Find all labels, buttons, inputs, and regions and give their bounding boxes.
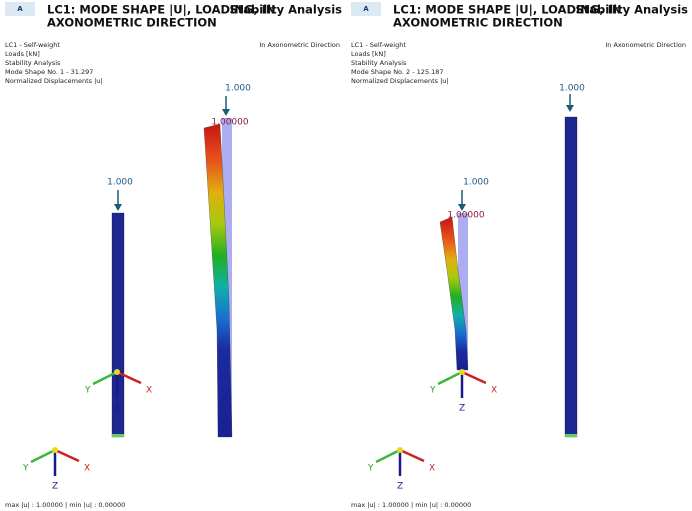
- axis-arrow: [400, 450, 424, 461]
- title: AXONOMETRIC DIRECTION: [393, 16, 563, 30]
- axis-label: Y: [429, 386, 436, 396]
- load-arrowhead: [222, 109, 230, 116]
- info-line: Mode Shape No. 2 - 125.187: [351, 68, 444, 76]
- title: AXONOMETRIC DIRECTION: [47, 16, 217, 30]
- load-label: 1.000: [559, 84, 585, 94]
- tab-label: A: [363, 5, 369, 13]
- axis-label: X: [429, 464, 435, 474]
- axis-arrow: [462, 372, 486, 383]
- axis-label: X: [146, 386, 152, 396]
- direction: In Axonometric Direction: [259, 41, 340, 49]
- axis-label: Y: [84, 386, 91, 396]
- max-value-label: 1.00000: [211, 118, 248, 128]
- axis-label: Z: [459, 404, 465, 414]
- axis-label: Z: [114, 404, 120, 414]
- axis-origin: [114, 369, 120, 375]
- info-line: Loads [kN]: [351, 50, 386, 58]
- support: [112, 434, 124, 437]
- axis-arrow: [438, 372, 462, 384]
- axis-label: Z: [52, 482, 58, 492]
- load-arrowhead: [114, 204, 122, 211]
- axis-arrow: [376, 450, 400, 462]
- analysis-type: Stability Analysis: [229, 3, 342, 17]
- axis-label: X: [84, 464, 90, 474]
- info-line: LC1 - Self-weight: [351, 41, 406, 49]
- support: [565, 434, 577, 437]
- load-label: 1.000: [463, 178, 489, 188]
- info-line: Stability Analysis: [5, 59, 61, 67]
- axis-origin: [397, 447, 403, 453]
- direction: In Axonometric Direction: [605, 41, 686, 49]
- max-value-label: 1.00000: [447, 211, 484, 221]
- member: [565, 117, 577, 437]
- info-line: Normalized Displacements |u|: [5, 77, 103, 85]
- axis-label: Z: [397, 482, 403, 492]
- load-label: 1.000: [107, 178, 133, 188]
- info-line: Stability Analysis: [351, 59, 407, 67]
- info-line: Mode Shape No. 1 - 31.297: [5, 68, 93, 76]
- load-label: 1.000: [225, 84, 251, 94]
- axis-label: Y: [22, 464, 29, 474]
- axis-origin: [459, 369, 465, 375]
- report-page: ALC1: MODE SHAPE |U|, LOADING, INAXONOME…: [0, 0, 692, 511]
- axis-arrow: [55, 450, 79, 461]
- axis-arrow: [31, 450, 55, 462]
- axis-origin: [52, 447, 58, 453]
- load-arrowhead: [566, 105, 574, 112]
- tab-label: A: [17, 5, 23, 13]
- info-line: LC1 - Self-weight: [5, 41, 60, 49]
- axis-label: X: [491, 386, 497, 396]
- info-line: Normalized Displacements |u|: [351, 77, 449, 85]
- footer: max |u| : 1.00000 | min |u| : 0.00000: [351, 501, 471, 509]
- axis-label: Y: [367, 464, 374, 474]
- info-line: Loads [kN]: [5, 50, 40, 58]
- analysis-type: Stability Analysis: [575, 3, 688, 17]
- footer: max |u| : 1.00000 | min |u| : 0.00000: [5, 501, 125, 509]
